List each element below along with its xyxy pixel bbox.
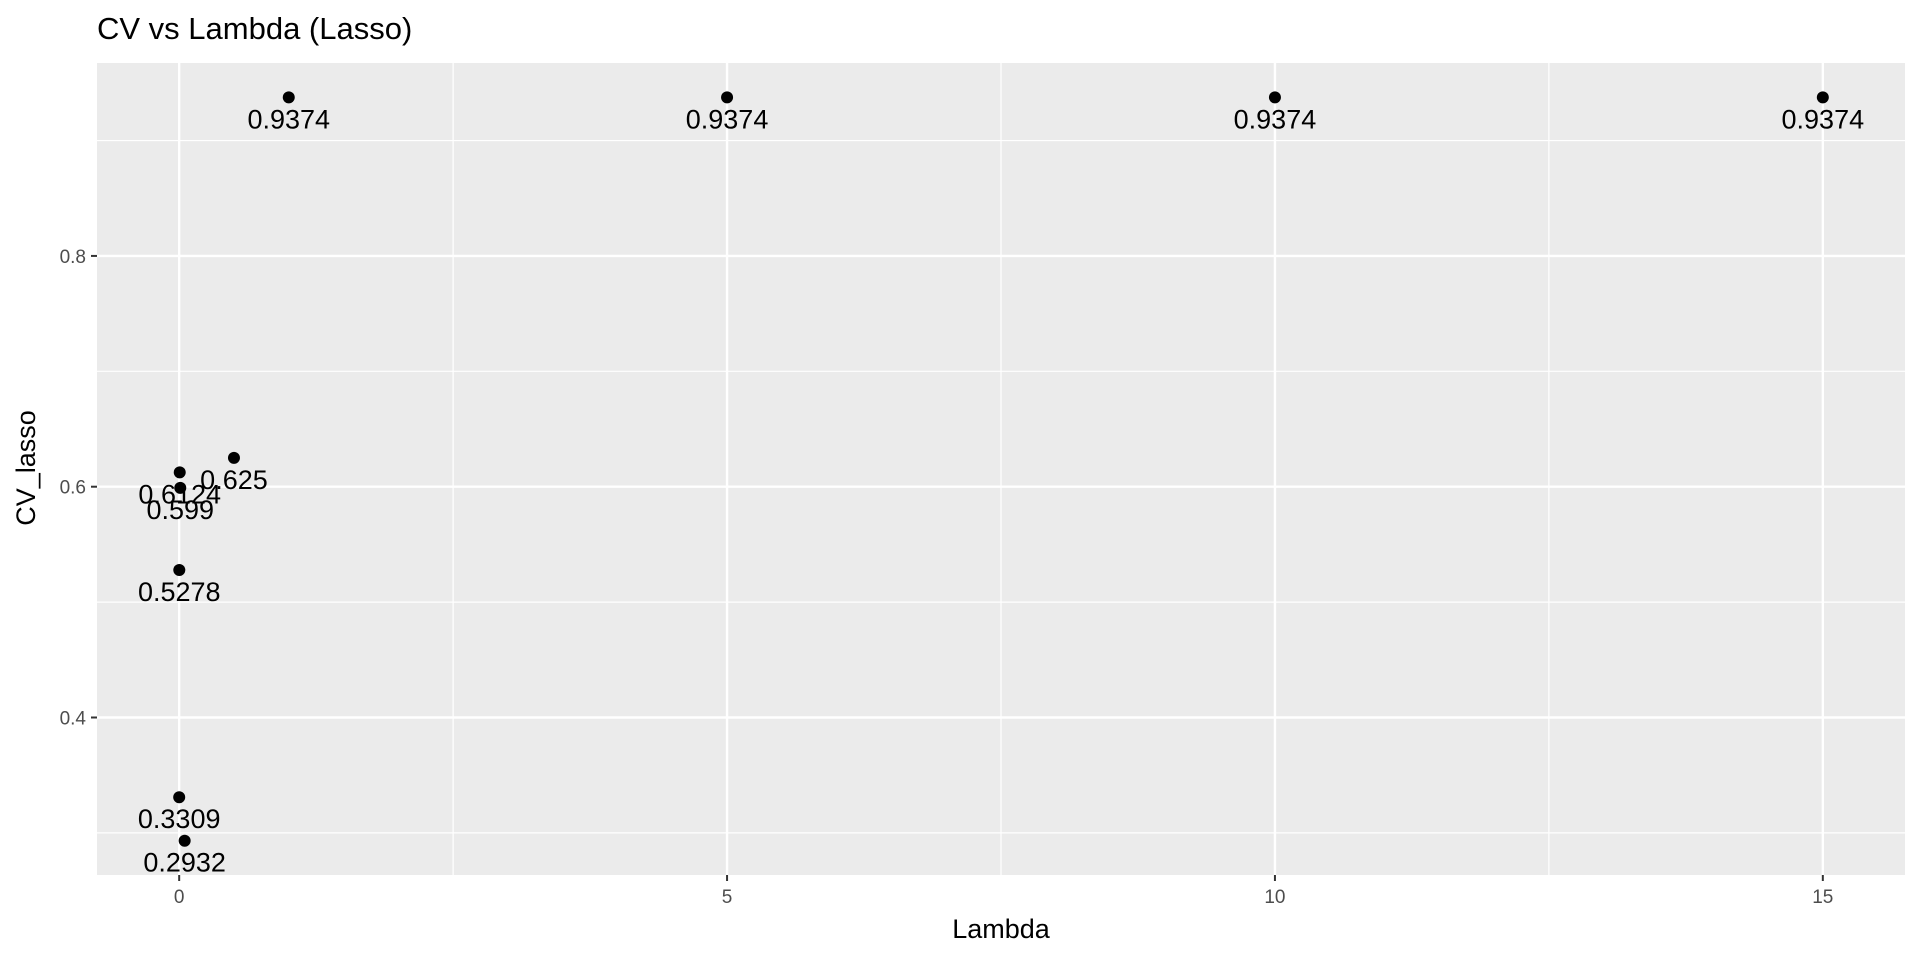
x-axis: 0 5 10 15: [174, 875, 1833, 908]
data-point: [1816, 91, 1829, 104]
data-label: 0.5278: [138, 577, 221, 607]
data-point: [282, 91, 295, 104]
data-point: [227, 451, 240, 464]
y-tick-label: 0.4: [60, 708, 87, 729]
data-label: 0.9374: [686, 104, 769, 134]
data-label: 0.625: [200, 465, 268, 495]
minor-gridlines: [97, 63, 1905, 875]
data-point: [173, 564, 186, 577]
data-points: [173, 91, 1829, 847]
data-label: 0.599: [146, 495, 214, 525]
chart-title: CV vs Lambda (Lasso): [97, 11, 412, 46]
data-point: [173, 466, 186, 479]
data-label: 0.6124: [138, 479, 221, 509]
x-tick-label: 10: [1264, 887, 1285, 908]
x-axis-title: Lambda: [952, 914, 1051, 944]
data-point: [178, 834, 191, 847]
data-point: [1268, 91, 1281, 104]
data-point: [173, 791, 186, 804]
y-axis-title: CV_lasso: [11, 410, 41, 526]
x-tick-label: 15: [1812, 887, 1833, 908]
y-tick-label: 0.6: [60, 478, 86, 499]
data-point: [721, 91, 734, 104]
data-point: [174, 481, 187, 494]
data-label: 0.9374: [1234, 104, 1317, 134]
data-label: 0.3309: [138, 804, 221, 834]
data-label: 0.2932: [143, 848, 226, 878]
x-tick-label: 5: [722, 887, 733, 908]
y-axis: 0.4 0.6 0.8: [60, 247, 97, 729]
data-label: 0.9374: [1782, 104, 1865, 134]
y-tick-label: 0.8: [60, 247, 86, 268]
data-label: 0.9374: [247, 104, 330, 134]
major-gridlines: [97, 63, 1905, 875]
x-tick-label: 0: [174, 887, 185, 908]
